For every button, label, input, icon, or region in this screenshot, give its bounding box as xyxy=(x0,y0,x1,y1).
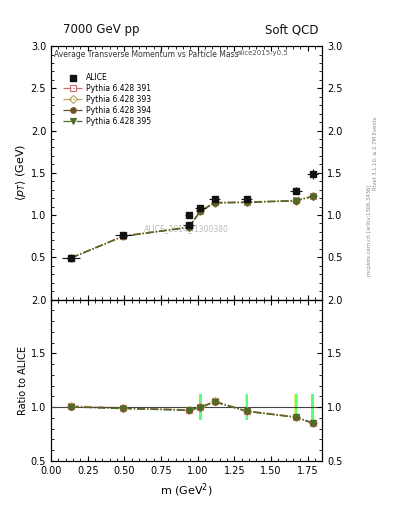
Y-axis label: Ratio to ALICE: Ratio to ALICE xyxy=(18,346,28,415)
Bar xyxy=(311,394,314,420)
Bar xyxy=(245,394,248,420)
Text: Soft QCD: Soft QCD xyxy=(265,23,318,36)
Text: ALICE_2014_I1300380: ALICE_2014_I1300380 xyxy=(144,224,229,233)
Bar xyxy=(295,394,297,420)
Text: Rivet 3.1.10, ≥ 2.7M Events: Rivet 3.1.10, ≥ 2.7M Events xyxy=(373,117,378,190)
Text: alice2015-y0.5: alice2015-y0.5 xyxy=(237,50,288,56)
Text: 7000 GeV pp: 7000 GeV pp xyxy=(63,23,140,36)
Bar xyxy=(312,394,314,420)
Bar xyxy=(198,394,202,420)
Y-axis label: $\langle p_T \rangle$ (GeV): $\langle p_T \rangle$ (GeV) xyxy=(14,144,28,201)
Bar xyxy=(246,394,248,420)
X-axis label: m (GeV$^{2}$): m (GeV$^{2}$) xyxy=(160,481,213,499)
Text: mcplots.cern.ch [arXiv:1306.3436]: mcplots.cern.ch [arXiv:1306.3436] xyxy=(367,185,372,276)
Text: Average Transverse Momentum vs Particle Mass: Average Transverse Momentum vs Particle … xyxy=(54,50,239,59)
Legend: ALICE, Pythia 6.428 391, Pythia 6.428 393, Pythia 6.428 394, Pythia 6.428 395: ALICE, Pythia 6.428 391, Pythia 6.428 39… xyxy=(61,70,154,129)
Bar xyxy=(294,394,298,420)
Bar xyxy=(199,394,202,420)
